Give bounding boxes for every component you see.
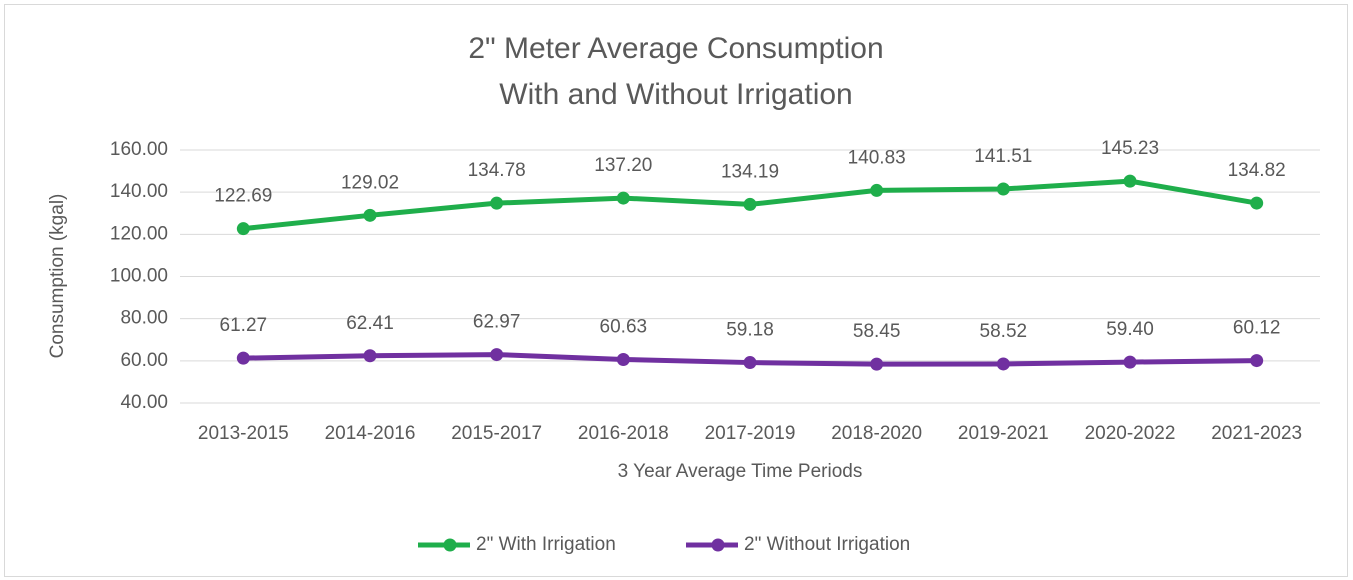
- data-label: 134.82: [1228, 160, 1286, 181]
- data-label: 59.40: [1106, 319, 1154, 340]
- data-label: 122.69: [214, 186, 272, 207]
- data-label: 59.18: [726, 320, 774, 341]
- y-tick-label: 140.00: [110, 181, 168, 202]
- data-label: 134.78: [468, 160, 526, 181]
- x-tick-label: 2016-2018: [578, 423, 669, 444]
- data-point: [743, 356, 757, 370]
- data-point: [1250, 354, 1264, 368]
- x-tick-label: 2013-2015: [198, 423, 289, 444]
- data-label: 137.20: [594, 155, 652, 176]
- data-label: 61.27: [220, 315, 268, 336]
- legend-label: 2" Without Irrigation: [744, 534, 910, 555]
- y-tick-label: 40.00: [120, 392, 168, 413]
- data-label: 129.02: [341, 172, 399, 193]
- y-tick-label: 160.00: [110, 139, 168, 160]
- data-point: [1123, 174, 1137, 188]
- data-label: 140.83: [848, 147, 906, 168]
- data-point: [996, 182, 1010, 196]
- data-point: [1250, 196, 1264, 210]
- data-point: [870, 183, 884, 197]
- data-point: [1123, 355, 1137, 369]
- y-tick-label: 100.00: [110, 266, 168, 287]
- data-point: [996, 357, 1010, 371]
- data-label: 60.63: [600, 317, 648, 338]
- data-label: 58.52: [980, 321, 1028, 342]
- legend-marker: [711, 538, 725, 552]
- legend-label: 2" With Irrigation: [476, 534, 616, 555]
- chart-title: With and Without Irrigation: [499, 78, 852, 111]
- data-point: [490, 196, 504, 210]
- y-tick-label: 120.00: [110, 223, 168, 244]
- data-label: 58.45: [853, 321, 901, 342]
- data-label: 145.23: [1101, 138, 1159, 159]
- x-tick-label: 2015-2017: [451, 423, 542, 444]
- chart-title: 2" Meter Average Consumption: [468, 32, 883, 65]
- chart-frame: [4, 4, 1348, 577]
- y-tick-label: 60.00: [120, 350, 168, 371]
- data-label: 134.19: [721, 161, 779, 182]
- data-point: [363, 349, 377, 363]
- y-tick-label: 80.00: [120, 308, 168, 329]
- data-point: [743, 197, 757, 211]
- data-label: 60.12: [1233, 318, 1281, 339]
- x-tick-label: 2018-2020: [831, 423, 922, 444]
- data-point: [236, 222, 250, 236]
- data-point: [870, 357, 884, 371]
- data-point: [236, 351, 250, 365]
- data-label: 141.51: [974, 146, 1032, 167]
- x-tick-label: 2017-2019: [705, 423, 796, 444]
- x-tick-label: 2021-2023: [1211, 423, 1302, 444]
- y-axis-label: Consumption (kgal): [47, 194, 68, 359]
- x-tick-label: 2019-2021: [958, 423, 1049, 444]
- x-tick-label: 2020-2022: [1085, 423, 1176, 444]
- x-tick-label: 2014-2016: [325, 423, 416, 444]
- data-label: 62.41: [346, 313, 394, 334]
- data-point: [616, 353, 630, 367]
- data-point: [490, 348, 504, 362]
- data-label: 62.97: [473, 312, 521, 333]
- x-axis-label: 3 Year Average Time Periods: [618, 461, 863, 482]
- legend-marker: [443, 538, 457, 552]
- data-point: [616, 191, 630, 205]
- data-point: [363, 208, 377, 222]
